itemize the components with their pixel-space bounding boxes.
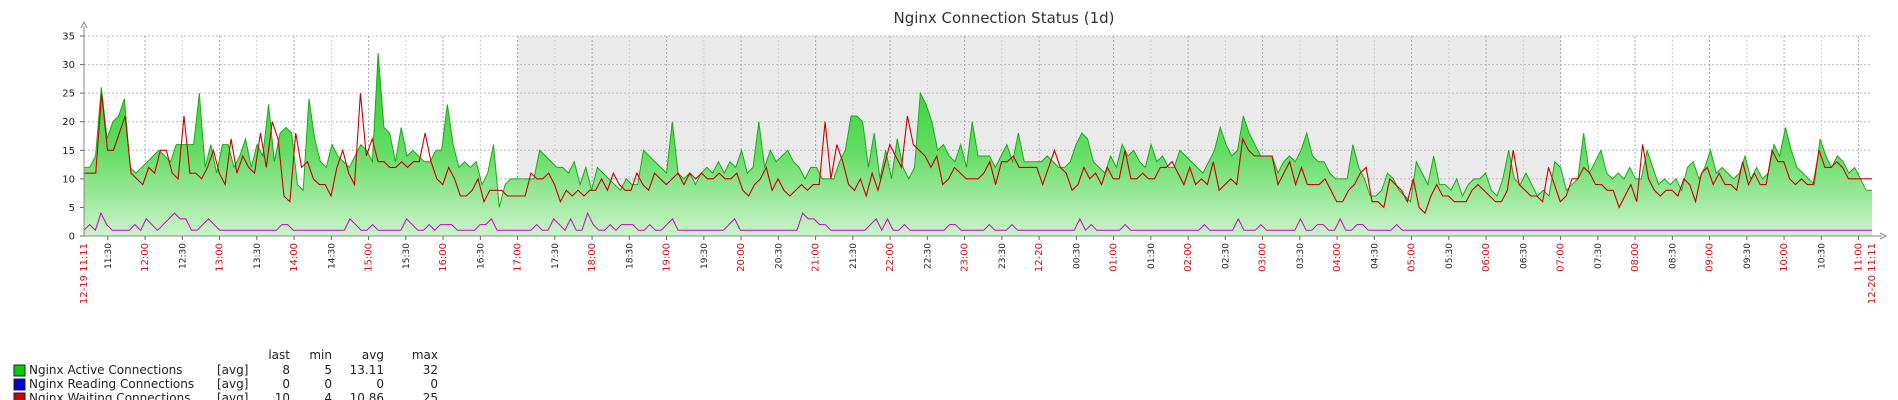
x-tick-label: 11:00 xyxy=(1854,243,1865,272)
x-tick-label: 15:30 xyxy=(402,243,412,269)
x-tick-label: 10:00 xyxy=(1779,243,1790,272)
x-tick-label: 09:30 xyxy=(1743,243,1753,269)
legend-swatch xyxy=(13,378,26,391)
x-tick-label: 17:00 xyxy=(513,243,524,272)
legend-header-max: max xyxy=(412,348,438,362)
x-tick-label: 16:30 xyxy=(476,243,486,269)
legend-header-last: last xyxy=(268,348,290,362)
series-nginx-waiting-connections-line xyxy=(84,93,1872,215)
legend-value-max: 32 xyxy=(423,363,438,377)
y-tick-label: 10 xyxy=(62,174,75,185)
x-axis-arrow xyxy=(1879,232,1888,240)
x-tick-label: 08:30 xyxy=(1668,243,1678,269)
x-tick-label: 21:00 xyxy=(811,243,822,272)
legend-value-min: 5 xyxy=(324,363,332,377)
legend-series-name: Nginx Reading Connections xyxy=(29,377,194,391)
x-tick-label: 20:00 xyxy=(736,243,747,272)
x-tick-label: 18:00 xyxy=(587,243,598,272)
x-tick-label: 03:30 xyxy=(1296,243,1306,269)
x-tick-label: 13:30 xyxy=(253,243,263,269)
x-tick-label: 02:00 xyxy=(1183,243,1194,272)
axes xyxy=(80,20,1888,240)
legend-series-name: Nginx Waiting Connections xyxy=(29,391,190,400)
x-tick-label: 15:00 xyxy=(364,243,375,272)
x-tick-label: 13:00 xyxy=(215,243,226,272)
legend-value-last: 10 xyxy=(275,391,290,400)
x-tick-label: 04:00 xyxy=(1332,243,1343,272)
x-tick-label: 01:30 xyxy=(1147,243,1157,269)
x-tick-label: 07:00 xyxy=(1556,243,1567,272)
legend-value-min: 0 xyxy=(324,377,332,391)
y-tick-label: 20 xyxy=(62,117,75,128)
x-tick-label: 23:30 xyxy=(998,243,1008,269)
x-axis-ticks: 11:30 12:00 12:30 13:00 13:30 14:00 14:30 15:00… xyxy=(79,236,1878,304)
y-tick-label: 25 xyxy=(62,89,75,100)
x-tick-label: 12-20 11:11 xyxy=(1867,243,1878,304)
x-tick-label: 09:00 xyxy=(1705,243,1716,272)
legend: last min avg max Nginx Active Connections [av… xyxy=(13,348,438,400)
x-tick-label: 06:30 xyxy=(1519,243,1529,269)
x-tick-label: 12-20 xyxy=(1034,243,1045,272)
x-tick-label: 03:00 xyxy=(1258,243,1269,272)
x-tick-label: 12-19 11:11 xyxy=(79,243,90,304)
y-axis-ticks: 0 5 10 15 20 25 30 35 xyxy=(62,32,84,243)
x-tick-label: 22:00 xyxy=(885,243,896,272)
x-tick-label: 01:00 xyxy=(1109,243,1120,272)
y-tick-label: 5 xyxy=(69,203,75,214)
x-tick-label: 00:30 xyxy=(1072,243,1082,269)
x-tick-label: 04:30 xyxy=(1370,243,1380,269)
y-axis-arrow xyxy=(80,20,88,29)
x-tick-label: 05:00 xyxy=(1407,243,1418,272)
legend-swatch xyxy=(13,364,26,377)
y-tick-label: 15 xyxy=(62,146,75,157)
series-nginx-active-connections-line xyxy=(84,53,1872,208)
x-tick-label: 08:00 xyxy=(1630,243,1641,272)
legend-header-avg: avg xyxy=(362,348,384,362)
legend-value-last: 8 xyxy=(282,363,290,377)
series-layer xyxy=(84,53,1872,236)
x-tick-label: 18:30 xyxy=(625,243,635,269)
legend-value-min: 4 xyxy=(324,391,332,400)
x-tick-label: 14:30 xyxy=(327,243,337,269)
legend-value-max: 0 xyxy=(430,377,438,391)
legend-series-fn: [avg] xyxy=(217,363,248,377)
legend-value-avg: 13.11 xyxy=(350,363,384,377)
series-nginx-active-connections-area xyxy=(84,53,1872,236)
legend-series-name: Nginx Active Connections xyxy=(29,363,183,377)
x-tick-label: 06:00 xyxy=(1481,243,1492,272)
x-tick-label: 23:00 xyxy=(960,243,971,272)
legend-value-avg: 10.86 xyxy=(350,391,384,400)
x-tick-label: 19:00 xyxy=(662,243,673,272)
x-tick-label: 14:00 xyxy=(289,243,300,272)
x-tick-label: 22:30 xyxy=(923,243,933,269)
x-tick-label: 12:30 xyxy=(178,243,188,269)
legend-header-min: min xyxy=(309,348,332,362)
x-tick-label: 10:30 xyxy=(1817,243,1827,269)
legend-series-fn: [avg] xyxy=(217,377,248,391)
x-tick-label: 20:30 xyxy=(774,243,784,269)
y-tick-label: 0 xyxy=(69,232,75,243)
x-tick-label: 07:30 xyxy=(1594,243,1604,269)
x-tick-label: 16:00 xyxy=(438,243,449,272)
x-tick-label: 21:30 xyxy=(849,243,859,269)
y-tick-label: 35 xyxy=(62,32,75,43)
x-tick-label: 05:30 xyxy=(1445,243,1455,269)
y-tick-label: 30 xyxy=(62,60,75,71)
legend-swatch xyxy=(13,392,26,400)
x-tick-label: 12:00 xyxy=(140,243,151,272)
legend-value-max: 25 xyxy=(423,391,438,400)
x-tick-label: 17:30 xyxy=(551,243,561,269)
legend-value-avg: 0 xyxy=(376,377,384,391)
x-tick-label: 02:30 xyxy=(1221,243,1231,269)
legend-series-fn: [avg] xyxy=(217,391,248,400)
legend-value-last: 0 xyxy=(282,377,290,391)
x-tick-label: 19:30 xyxy=(700,243,710,269)
chart-title: Nginx Connection Status (1d) xyxy=(893,9,1114,27)
series-nginx-writting-connections-line xyxy=(84,211,1872,232)
x-tick-label: 11:30 xyxy=(104,243,114,269)
